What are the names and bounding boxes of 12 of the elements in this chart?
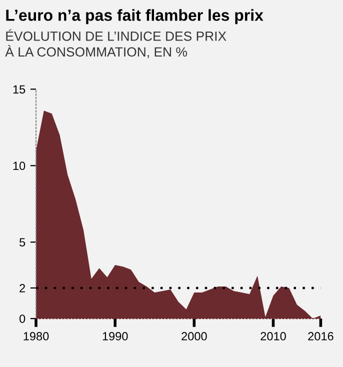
x-tick-label: 2016 xyxy=(308,332,334,340)
y-tick-label: 15 xyxy=(13,85,26,94)
x-tick-label: 1990 xyxy=(102,332,128,340)
y-tick-label: 0 xyxy=(19,314,26,323)
chart-subtitle: ÉVOLUTION DE L’INDICE DES PRIX À LA CONSOMMATION, EN % xyxy=(5,29,226,58)
chart-title: L’euro n’a pas fait flamber les prix xyxy=(6,9,264,24)
y-tick-label: 2 xyxy=(20,284,26,292)
y-tick-label: 10 xyxy=(13,162,26,170)
x-tick-label: 1980 xyxy=(24,332,49,340)
y-tick-label: 5 xyxy=(20,238,26,246)
x-tick-label: 2000 xyxy=(182,332,207,340)
x-tick-label: 2010 xyxy=(260,332,286,340)
